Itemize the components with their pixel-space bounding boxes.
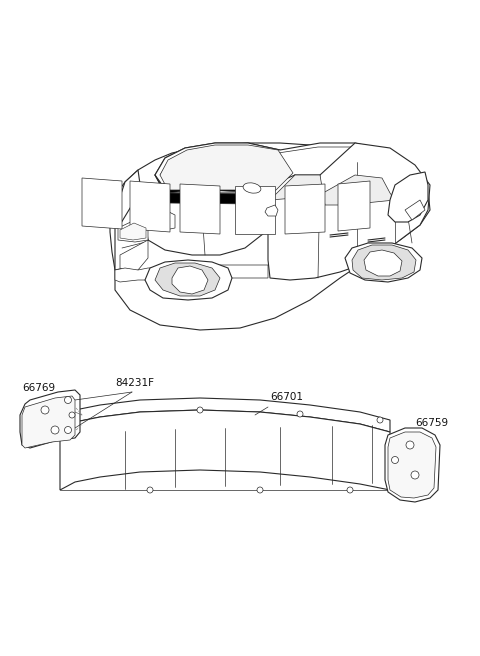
Polygon shape [60,410,390,490]
Polygon shape [120,223,146,240]
Polygon shape [385,428,440,502]
Text: 66701: 66701 [270,392,303,402]
Polygon shape [270,175,323,200]
Circle shape [147,487,153,493]
Polygon shape [323,175,395,205]
Polygon shape [388,432,436,498]
Polygon shape [265,205,278,216]
Polygon shape [115,170,148,270]
Circle shape [69,412,75,418]
Polygon shape [160,145,293,196]
Polygon shape [405,200,425,220]
Polygon shape [338,181,370,231]
Polygon shape [172,266,208,294]
Polygon shape [364,250,402,276]
Polygon shape [130,181,170,232]
Polygon shape [118,220,148,242]
Circle shape [64,396,72,403]
Circle shape [406,441,414,449]
Polygon shape [165,180,268,196]
Circle shape [392,457,398,464]
Polygon shape [352,245,416,280]
Circle shape [257,487,263,493]
Circle shape [197,407,203,413]
Polygon shape [285,184,325,234]
Polygon shape [115,265,268,282]
Circle shape [297,411,303,417]
Circle shape [41,406,49,414]
Polygon shape [110,143,430,330]
Polygon shape [158,193,270,210]
Circle shape [347,487,353,493]
Polygon shape [20,390,80,448]
Circle shape [411,471,419,479]
Text: 66769: 66769 [22,383,55,393]
Polygon shape [148,210,175,230]
Text: 84231F: 84231F [115,378,154,388]
Polygon shape [268,143,430,280]
Circle shape [64,426,72,434]
Polygon shape [138,180,268,255]
Polygon shape [22,396,75,448]
Circle shape [51,426,59,434]
Polygon shape [345,243,422,282]
Polygon shape [180,184,220,234]
Polygon shape [155,143,295,200]
Polygon shape [155,143,400,200]
Ellipse shape [243,183,261,193]
Polygon shape [120,240,148,272]
Polygon shape [145,260,232,300]
Polygon shape [60,398,390,432]
Polygon shape [155,263,220,296]
Polygon shape [388,172,428,222]
Polygon shape [82,178,122,229]
Polygon shape [235,186,275,234]
Text: 66759: 66759 [415,418,448,428]
Circle shape [377,417,383,423]
